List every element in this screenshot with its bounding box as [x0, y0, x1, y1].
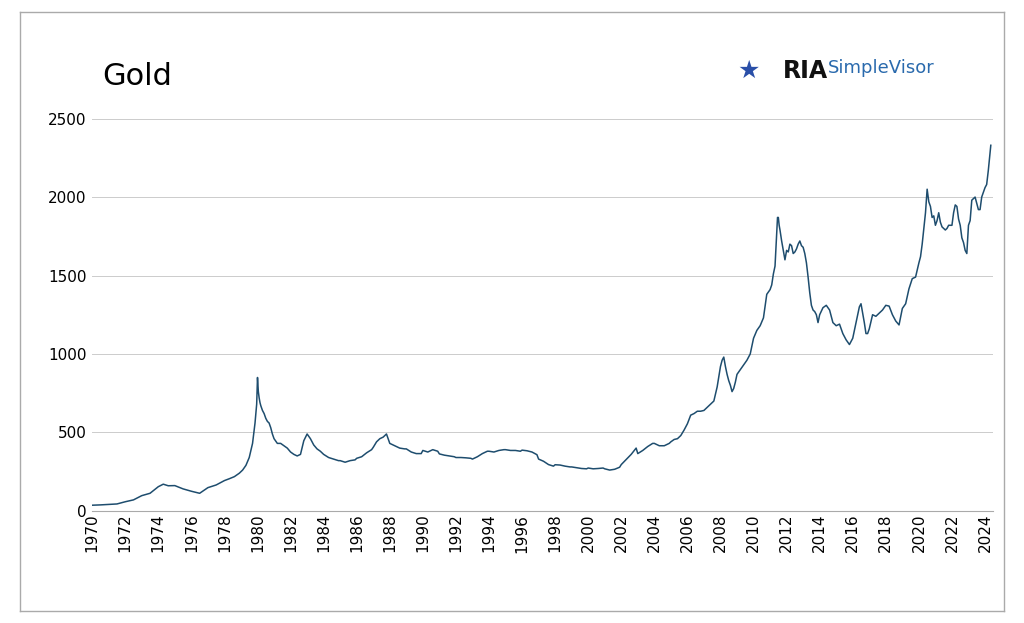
- Text: RIA: RIA: [783, 59, 828, 83]
- Text: Gold: Gold: [102, 62, 172, 92]
- Text: SimpleVisor: SimpleVisor: [827, 59, 934, 77]
- Text: ★: ★: [737, 59, 760, 83]
